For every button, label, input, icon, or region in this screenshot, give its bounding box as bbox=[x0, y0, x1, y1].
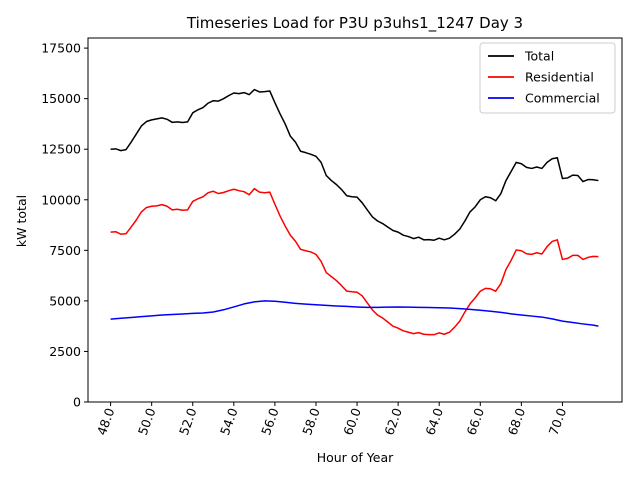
y-tick-label: 2500 bbox=[49, 344, 81, 359]
y-tick-label: 0 bbox=[73, 395, 81, 410]
x-tick-label: 68.0 bbox=[505, 406, 529, 437]
series-line-commercial bbox=[110, 300, 599, 327]
x-tick-label: 52.0 bbox=[176, 406, 200, 437]
x-tick-label: 70.0 bbox=[546, 406, 570, 437]
x-tick-label: 50.0 bbox=[135, 406, 159, 437]
y-tick-label: 12500 bbox=[41, 142, 81, 157]
x-tick-label: 58.0 bbox=[299, 406, 323, 437]
series-line-total bbox=[110, 88, 599, 241]
y-tick-label: 15000 bbox=[41, 91, 81, 106]
x-tick-label: 56.0 bbox=[258, 406, 282, 437]
chart-title: Timeseries Load for P3U p3uhs1_1247 Day … bbox=[186, 14, 523, 33]
series-line-residential bbox=[110, 187, 599, 336]
legend-label-residential: Residential bbox=[525, 70, 594, 85]
x-tick-label: 48.0 bbox=[94, 406, 118, 437]
legend-label-commercial: Commercial bbox=[525, 91, 600, 106]
x-axis-label: Hour of Year bbox=[317, 450, 394, 465]
plot-area: 48.0 50.0 52.0 54.0 56.0 58.0 60.0 62.0 64.0 66.0… bbox=[41, 37, 623, 437]
x-tick-label: 60.0 bbox=[340, 406, 364, 437]
x-tick-label: 62.0 bbox=[381, 406, 405, 437]
plot-frame bbox=[87, 37, 623, 403]
y-tick-label: 10000 bbox=[41, 192, 81, 207]
legend-label-total: Total bbox=[524, 49, 554, 64]
x-tick-label: 66.0 bbox=[463, 406, 487, 437]
legend-box bbox=[479, 42, 616, 114]
y-tick-label: 5000 bbox=[49, 293, 81, 308]
x-tick-label: 64.0 bbox=[422, 406, 446, 437]
y-tick-label: 17500 bbox=[41, 41, 81, 56]
y-tick-label: 7500 bbox=[49, 243, 81, 258]
y-axis-label: kW total bbox=[14, 195, 29, 247]
x-tick-label: 54.0 bbox=[217, 406, 241, 437]
